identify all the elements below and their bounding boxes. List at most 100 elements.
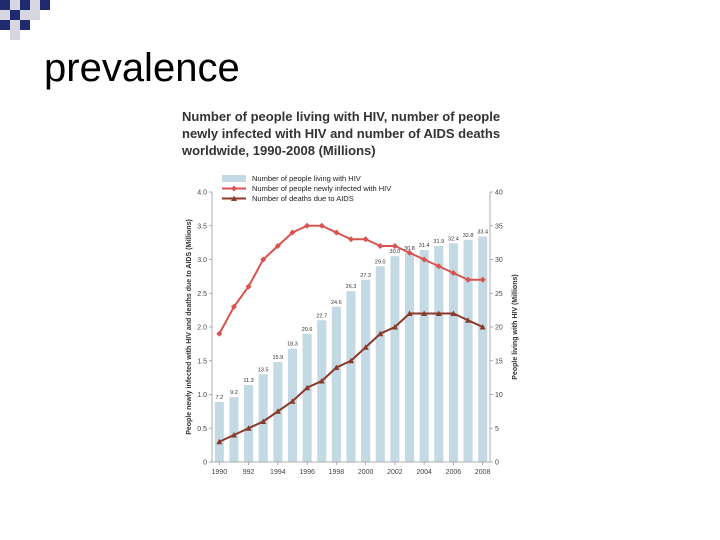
right-tick-label-35: 35 — [495, 223, 503, 230]
point-deaths-2000 — [362, 344, 369, 350]
bar-living-1991 — [229, 397, 239, 462]
point-deaths-2008 — [479, 324, 486, 330]
bar-living-2002 — [390, 256, 400, 462]
point-infected-2000 — [362, 236, 369, 243]
point-deaths-2007 — [465, 317, 472, 323]
bar-living-1999 — [346, 291, 356, 462]
point-deaths-2006 — [450, 310, 457, 316]
point-infected-1993 — [260, 256, 267, 263]
point-deaths-1995 — [289, 398, 296, 404]
right-axis-title: People living with HIV (Millions) — [512, 274, 519, 379]
right-tick-label-10: 10 — [495, 392, 503, 399]
deco-square-5 — [40, 0, 50, 10]
chart-legend: Number of people living with HIV Number o… — [222, 174, 391, 203]
bar-living-1990 — [214, 401, 224, 462]
bar-label-1995: 18.3 — [287, 342, 298, 348]
bar-living-2001 — [375, 266, 385, 462]
chart-title: Number of people living with HIV, number… — [182, 109, 501, 158]
x-tick-label-2004: 2004 — [416, 469, 432, 476]
bar-label-1993: 13.5 — [258, 367, 269, 373]
bar-living-1997 — [317, 320, 327, 462]
point-infected-1999 — [348, 236, 354, 243]
bar-label-1998: 24.6 — [331, 300, 342, 306]
bar-living-1996 — [302, 333, 312, 462]
point-infected-2006 — [450, 270, 457, 276]
point-deaths-1998 — [333, 364, 340, 370]
point-infected-1998 — [333, 229, 340, 236]
right-tick-label-40: 40 — [495, 190, 503, 197]
point-deaths-2002 — [391, 324, 398, 330]
x-tick-label-2006: 2006 — [446, 469, 462, 476]
point-deaths-2004 — [421, 310, 428, 316]
point-deaths-1996 — [304, 384, 311, 391]
point-infected-2007 — [465, 276, 472, 283]
legend-marker-infected — [231, 185, 237, 192]
point-infected-1994 — [274, 243, 281, 249]
right-tick-label-25: 25 — [495, 291, 503, 298]
bar-label-2002: 30.0 — [390, 249, 401, 255]
point-deaths-1993 — [260, 418, 267, 424]
x-tick-label-1992: 992 — [243, 469, 255, 476]
right-tick-label-0: 0 — [495, 460, 499, 467]
lines-layer — [216, 222, 486, 445]
point-deaths-1990 — [216, 438, 223, 445]
point-infected-2001 — [377, 243, 384, 249]
deco-square-2 — [10, 0, 20, 10]
x-tick-label-2002: 2002 — [387, 469, 403, 476]
legend-label-2: Number of deaths due to AIDS — [252, 194, 354, 203]
legend-label-0: Number of people living with HIV — [252, 174, 361, 183]
point-infected-1997 — [318, 222, 325, 229]
right-tick-label-30: 30 — [495, 257, 503, 264]
deco-square-13 — [10, 30, 20, 40]
point-infected-2002 — [391, 243, 398, 249]
left-tick-label-2.5: 2.5 — [197, 291, 207, 298]
deco-square-7 — [10, 10, 20, 20]
left-tick-label-2.0: 2.0 — [197, 325, 207, 332]
bar-label-1996: 20.6 — [302, 327, 313, 333]
right-tick-label-20: 20 — [495, 325, 503, 332]
left-tick-label-3.5: 3.5 — [197, 223, 207, 230]
bar-living-2003 — [404, 252, 415, 462]
left-tick-label-3.0: 3.0 — [197, 257, 207, 264]
point-infected-1995 — [289, 229, 296, 236]
deco-square-6 — [0, 10, 10, 20]
x-tick-label-1994: 1994 — [270, 469, 286, 476]
point-infected-1996 — [304, 222, 311, 229]
point-infected-2008 — [479, 276, 486, 283]
left-tick-label-1.5: 1.5 — [197, 358, 207, 365]
bar-living-2004 — [419, 250, 429, 462]
deco-square-11 — [10, 20, 20, 30]
deco-square-1 — [0, 0, 10, 10]
x-tick-label-1996: 1996 — [299, 469, 315, 476]
bar-living-1998 — [331, 306, 341, 462]
bar-living-2006 — [448, 243, 458, 462]
legend-marker-deaths — [231, 195, 237, 201]
point-infected-1991 — [230, 303, 237, 310]
bar-living-1993 — [258, 374, 268, 462]
legend-swatch-living — [222, 175, 246, 182]
x-tick-label-1990: 1990 — [212, 469, 228, 476]
axes-layer: 0 0.5 1.0 1.5 2.0 2.5 3.0 3.5 4.0 0 5 10 15 20 25 30 35 4… — [186, 190, 519, 477]
bar-label-2000: 27.3 — [360, 273, 371, 279]
bar-label-1990: 7.2 — [215, 395, 223, 401]
bar-label-2007: 32.8 — [463, 233, 474, 239]
point-deaths-1991 — [230, 432, 237, 438]
deco-square-3 — [20, 0, 30, 10]
point-deaths-2003 — [406, 310, 413, 316]
bar-label-1994: 15.9 — [272, 355, 283, 361]
bar-living-1995 — [287, 348, 298, 462]
right-tick-label-5: 5 — [495, 426, 499, 433]
bar-labels-layer: 7.2 9.2 11.3 13.515.9 18.3 20.6 22.7 24.6 26.327… — [215, 230, 488, 401]
deco-square-12 — [20, 20, 30, 30]
slide-title: prevalence — [44, 46, 240, 90]
point-deaths-1994 — [274, 408, 281, 414]
bar-label-2001: 29.0 — [375, 259, 386, 265]
bar-living-1992 — [244, 385, 254, 462]
bar-label-2004: 31.4 — [419, 243, 430, 249]
left-axis-title: People newly infected with HIV and death… — [186, 219, 193, 435]
point-infected-1992 — [245, 283, 252, 290]
bar-label-1997: 22.7 — [316, 313, 327, 319]
bar-living-2005 — [434, 246, 444, 462]
right-tick-label-15: 15 — [495, 358, 503, 365]
